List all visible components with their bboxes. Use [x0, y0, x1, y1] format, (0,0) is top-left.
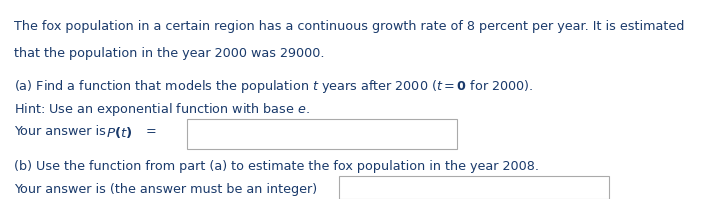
Text: (a) Find a function that models the population $t$ years after 2000 ($t = \mathb: (a) Find a function that models the popu…	[15, 78, 534, 95]
Text: (b) Use the function from part (a) to estimate the fox population in the year 20: (b) Use the function from part (a) to es…	[15, 160, 539, 173]
FancyBboxPatch shape	[339, 176, 609, 199]
Text: Hint: Use an exponential function with base $e$.: Hint: Use an exponential function with b…	[15, 101, 310, 118]
Text: Your answer is: Your answer is	[15, 125, 110, 138]
FancyBboxPatch shape	[187, 119, 457, 149]
Text: Your answer is (the answer must be an integer): Your answer is (the answer must be an in…	[15, 183, 317, 196]
Text: that the population in the year 2000 was 29000.: that the population in the year 2000 was…	[15, 47, 325, 60]
Text: $\mathbf{\mathit{P}(\mathit{t})}$: $\mathbf{\mathit{P}(\mathit{t})}$	[106, 125, 132, 140]
Text: The fox population in a certain region has a continuous growth rate of 8 percent: The fox population in a certain region h…	[15, 20, 685, 33]
Text: =: =	[145, 125, 156, 138]
